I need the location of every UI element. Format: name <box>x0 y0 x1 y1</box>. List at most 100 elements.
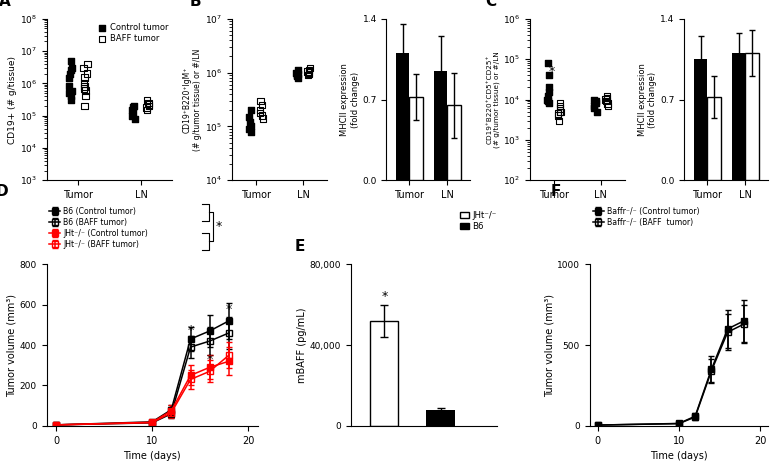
Point <box>256 101 268 109</box>
Point <box>542 59 555 67</box>
Point <box>64 93 77 100</box>
Point <box>140 104 153 111</box>
Point <box>244 128 257 135</box>
Point <box>289 69 302 76</box>
Bar <box>409 97 423 180</box>
Text: E: E <box>295 240 306 255</box>
Point <box>601 94 613 102</box>
Point <box>292 66 304 74</box>
Point <box>143 102 155 110</box>
Point <box>291 71 303 79</box>
Point <box>142 99 154 107</box>
Point <box>128 102 140 110</box>
Point <box>140 106 153 114</box>
Point <box>553 117 565 124</box>
Point <box>554 102 566 110</box>
Point <box>79 87 92 94</box>
Point <box>63 74 75 81</box>
Point <box>255 97 267 104</box>
Text: *: * <box>549 65 555 78</box>
Point <box>588 105 601 112</box>
Text: *: * <box>206 353 213 366</box>
Text: *: * <box>226 303 232 316</box>
Point <box>543 84 556 91</box>
Point <box>554 108 566 116</box>
Point <box>141 96 154 104</box>
Bar <box>707 97 721 180</box>
Point <box>242 113 255 121</box>
Text: *: * <box>216 220 222 233</box>
Y-axis label: CD19+ (# g/tissue): CD19+ (# g/tissue) <box>8 56 17 144</box>
Text: D: D <box>0 184 9 199</box>
Point <box>601 98 613 105</box>
Point <box>63 83 75 90</box>
Point <box>64 67 77 74</box>
Point <box>256 112 268 119</box>
Text: F: F <box>550 184 561 199</box>
Point <box>303 69 316 76</box>
Point <box>554 108 566 116</box>
Point <box>64 70 76 77</box>
Point <box>543 88 556 96</box>
Point <box>587 96 600 103</box>
Point <box>302 71 314 79</box>
Point <box>257 115 269 122</box>
Point <box>601 93 613 100</box>
Point <box>78 80 90 87</box>
Point <box>243 125 255 132</box>
Point <box>62 89 74 97</box>
Point <box>303 70 315 78</box>
Point <box>552 110 564 117</box>
Point <box>304 65 317 72</box>
Point <box>543 72 556 79</box>
Point <box>599 96 611 103</box>
Point <box>255 109 267 117</box>
Bar <box>396 53 409 180</box>
Legend: B6 (Control tumor), B6 (BAFF tumor), JHt⁻/⁻ (Control tumor), JHt⁻/⁻ (BAFF tumor): B6 (Control tumor), B6 (BAFF tumor), JHt… <box>47 204 151 252</box>
Bar <box>746 53 759 180</box>
Point <box>244 123 257 130</box>
Point <box>254 107 266 114</box>
Point <box>554 100 566 107</box>
Point <box>244 118 256 126</box>
Point <box>303 66 316 74</box>
Y-axis label: CD19⁺B220⁺CD5⁺CD25⁺
(# g/tumor tissue) or #/LN: CD19⁺B220⁺CD5⁺CD25⁺ (# g/tumor tissue) o… <box>487 51 501 148</box>
Bar <box>694 59 707 180</box>
Point <box>292 70 304 78</box>
Point <box>542 98 554 105</box>
Point <box>591 108 603 116</box>
Point <box>245 107 258 114</box>
Text: B: B <box>190 0 202 9</box>
Point <box>81 60 94 68</box>
Point <box>79 93 92 100</box>
Point <box>126 106 138 114</box>
Bar <box>448 105 461 180</box>
Y-axis label: Tumor volume (mm³): Tumor volume (mm³) <box>7 293 17 396</box>
Point <box>540 96 553 103</box>
Point <box>66 64 78 72</box>
Point <box>126 110 139 117</box>
Text: *: * <box>187 324 194 337</box>
Point <box>78 102 91 110</box>
Point <box>78 64 90 72</box>
Y-axis label: MHCII expression
(fold change): MHCII expression (fold change) <box>638 63 657 136</box>
Point <box>542 93 554 100</box>
Legend: JHt⁻/⁻, B6: JHt⁻/⁻, B6 <box>456 207 500 234</box>
Point <box>554 105 566 112</box>
Point <box>78 85 90 92</box>
Point <box>126 112 139 119</box>
Point <box>290 73 303 80</box>
Legend: Control tumor, BAFF tumor: Control tumor, BAFF tumor <box>98 23 168 44</box>
Point <box>601 100 614 107</box>
Point <box>590 100 602 107</box>
Bar <box>732 53 746 180</box>
Point <box>129 115 141 123</box>
Text: *: * <box>381 290 387 303</box>
Point <box>65 96 78 104</box>
Point <box>81 70 93 77</box>
Y-axis label: MHCII expression
(fold change): MHCII expression (fold change) <box>340 63 359 136</box>
Point <box>78 83 91 90</box>
Bar <box>370 321 398 426</box>
Point <box>78 74 91 81</box>
Point <box>143 101 155 108</box>
